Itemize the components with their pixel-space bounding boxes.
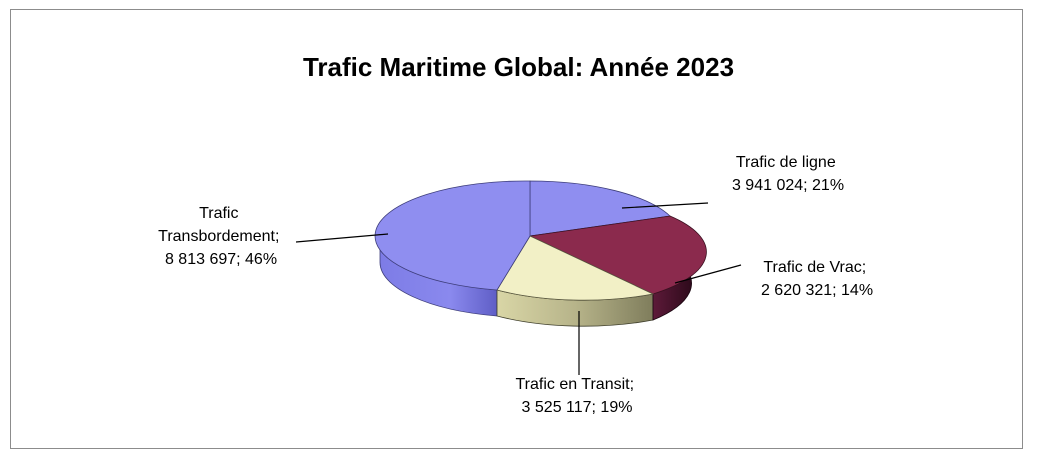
data-label-vrac: Trafic de Vrac; 2 620 321; 14% [761,259,873,299]
data-label-vrac-name: Trafic de Vrac; [763,259,866,276]
data-label-transbordement-line2: Transbordement; [158,228,279,245]
data-label-transit-name: Trafic en Transit; [515,376,634,393]
data-label-ligne-name: Trafic de ligne [736,154,836,171]
data-label-ligne: Trafic de ligne 3 941 024; 21% [732,154,844,194]
slice-transit [496,235,655,301]
slice-vrac [528,215,707,295]
data-label-ligne-value: 3 941 024; 21% [732,177,844,194]
slice-transbordement [374,180,531,291]
pie-chart: Trafic de ligne 3 941 024; 21% Trafic de… [158,154,873,416]
data-label-vrac-value: 2 620 321; 14% [761,282,873,299]
data-label-transit: Trafic en Transit; 3 525 117; 19% [515,376,638,416]
slice-ligne [529,180,671,237]
leader-line-vrac [674,264,742,284]
leader-line-ligne [621,202,709,209]
leader-line-transbordement [295,233,389,243]
data-label-transit-value: 3 525 117; 19% [522,399,633,416]
chart-title: Trafic Maritime Global: Année 2023 [302,52,735,82]
data-label-transbordement-value: 8 813 697; 46% [165,251,277,268]
data-label-transbordement: Trafic Transbordement; 8 813 697; 46% [158,205,284,268]
data-label-transbordement-line1: Trafic [199,205,238,222]
